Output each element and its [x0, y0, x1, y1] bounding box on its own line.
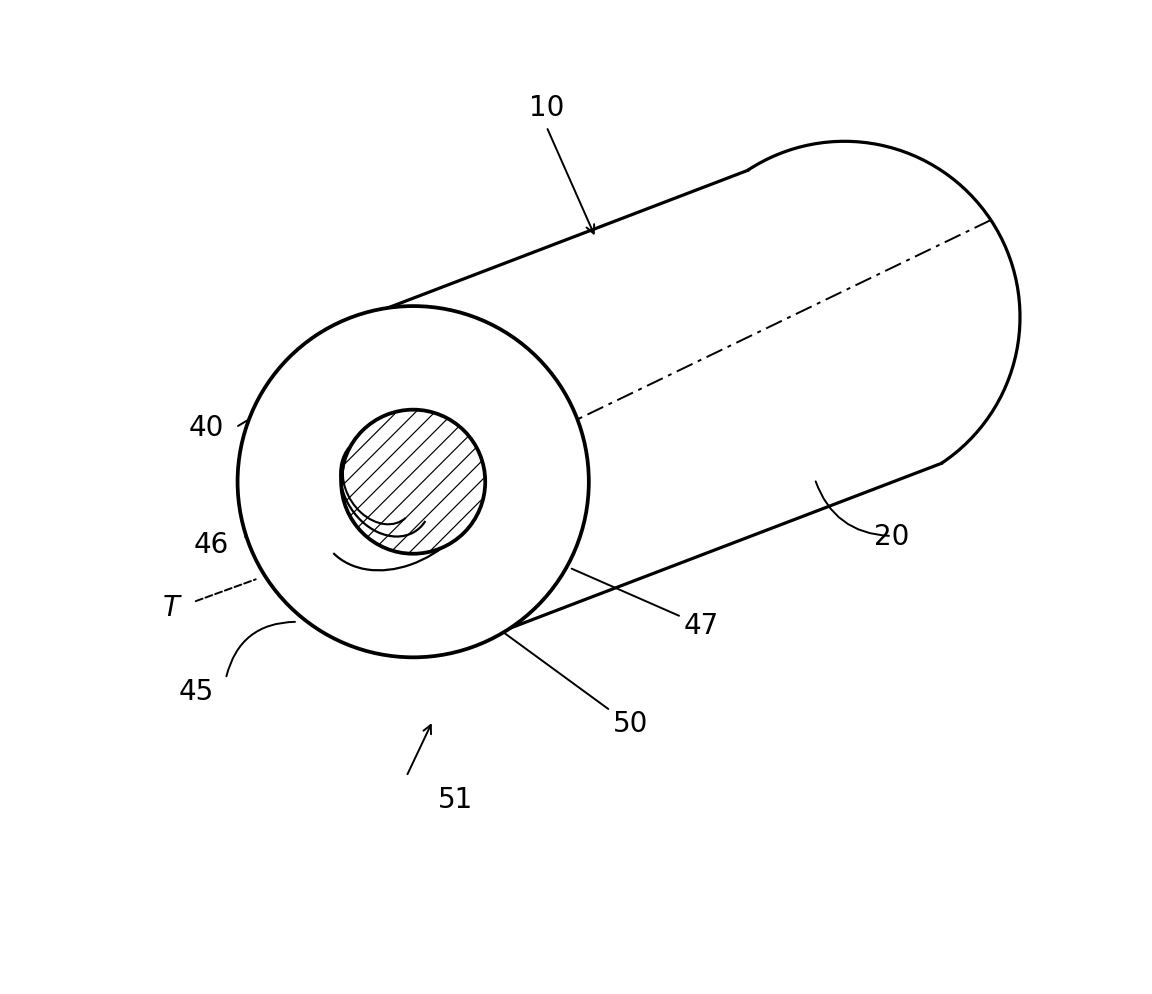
Text: T: T	[162, 593, 180, 621]
Text: 20: 20	[874, 523, 909, 551]
Text: 10: 10	[529, 93, 564, 121]
Text: 46: 46	[194, 531, 228, 559]
Text: 45: 45	[179, 677, 214, 705]
Text: 47: 47	[683, 611, 719, 639]
Text: 40: 40	[188, 414, 223, 442]
Circle shape	[341, 411, 485, 555]
Text: 50: 50	[613, 710, 647, 738]
Text: 51: 51	[438, 785, 473, 813]
Circle shape	[237, 307, 589, 658]
